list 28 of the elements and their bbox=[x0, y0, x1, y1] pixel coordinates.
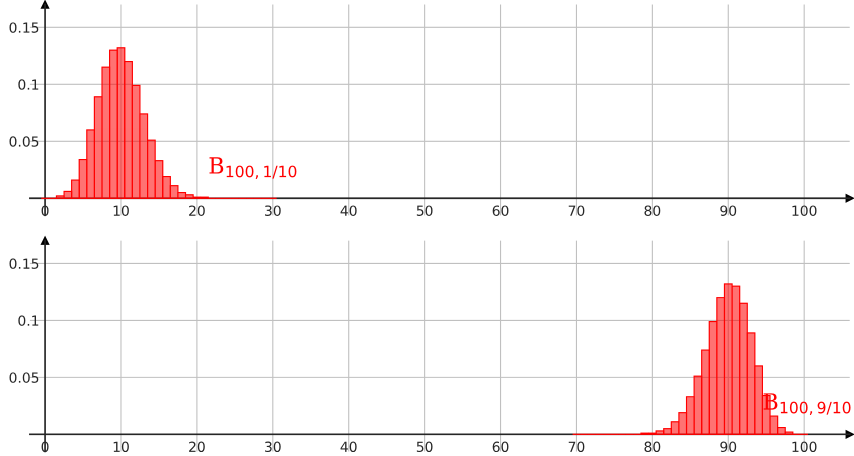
y-tick-label: 0.05 bbox=[10, 136, 38, 147]
x-tick-label: 100 bbox=[792, 205, 817, 216]
series-label: B$_{100,9/10}$ bbox=[764, 393, 851, 416]
x-tick-label: 100 bbox=[792, 442, 817, 452]
x-tick-label: 10 bbox=[114, 442, 129, 452]
y-tick-label: 0.15 bbox=[10, 22, 38, 33]
x-tick-label: 10 bbox=[114, 205, 129, 216]
x-tick-label: 20 bbox=[189, 205, 205, 216]
series-label: B$_{100,1/10}$ bbox=[210, 157, 296, 179]
x-tick-label: 40 bbox=[340, 442, 357, 452]
y-tick-label: 0.15 bbox=[10, 258, 38, 269]
x-tick-label: 70 bbox=[568, 205, 584, 216]
y-tick-label: 0.05 bbox=[10, 372, 38, 383]
x-tick-label: 60 bbox=[492, 442, 508, 452]
y-tick-label: 0.1 bbox=[18, 315, 38, 326]
x-tick-label: 70 bbox=[568, 442, 584, 452]
x-tick-label: 90 bbox=[720, 205, 736, 216]
x-tick-label: 60 bbox=[492, 205, 508, 216]
x-tick-label: 90 bbox=[720, 442, 736, 452]
y-tick-label: 0.1 bbox=[18, 79, 38, 90]
x-tick-label: 30 bbox=[265, 442, 281, 452]
x-tick-label: 50 bbox=[416, 442, 433, 452]
x-tick-label: 40 bbox=[340, 205, 357, 216]
x-tick-label: 80 bbox=[644, 205, 660, 216]
x-tick-label: 20 bbox=[189, 442, 205, 452]
x-tick-label: 80 bbox=[644, 442, 660, 452]
x-tick-label: 50 bbox=[416, 205, 433, 216]
x-tick-label: 30 bbox=[265, 205, 281, 216]
